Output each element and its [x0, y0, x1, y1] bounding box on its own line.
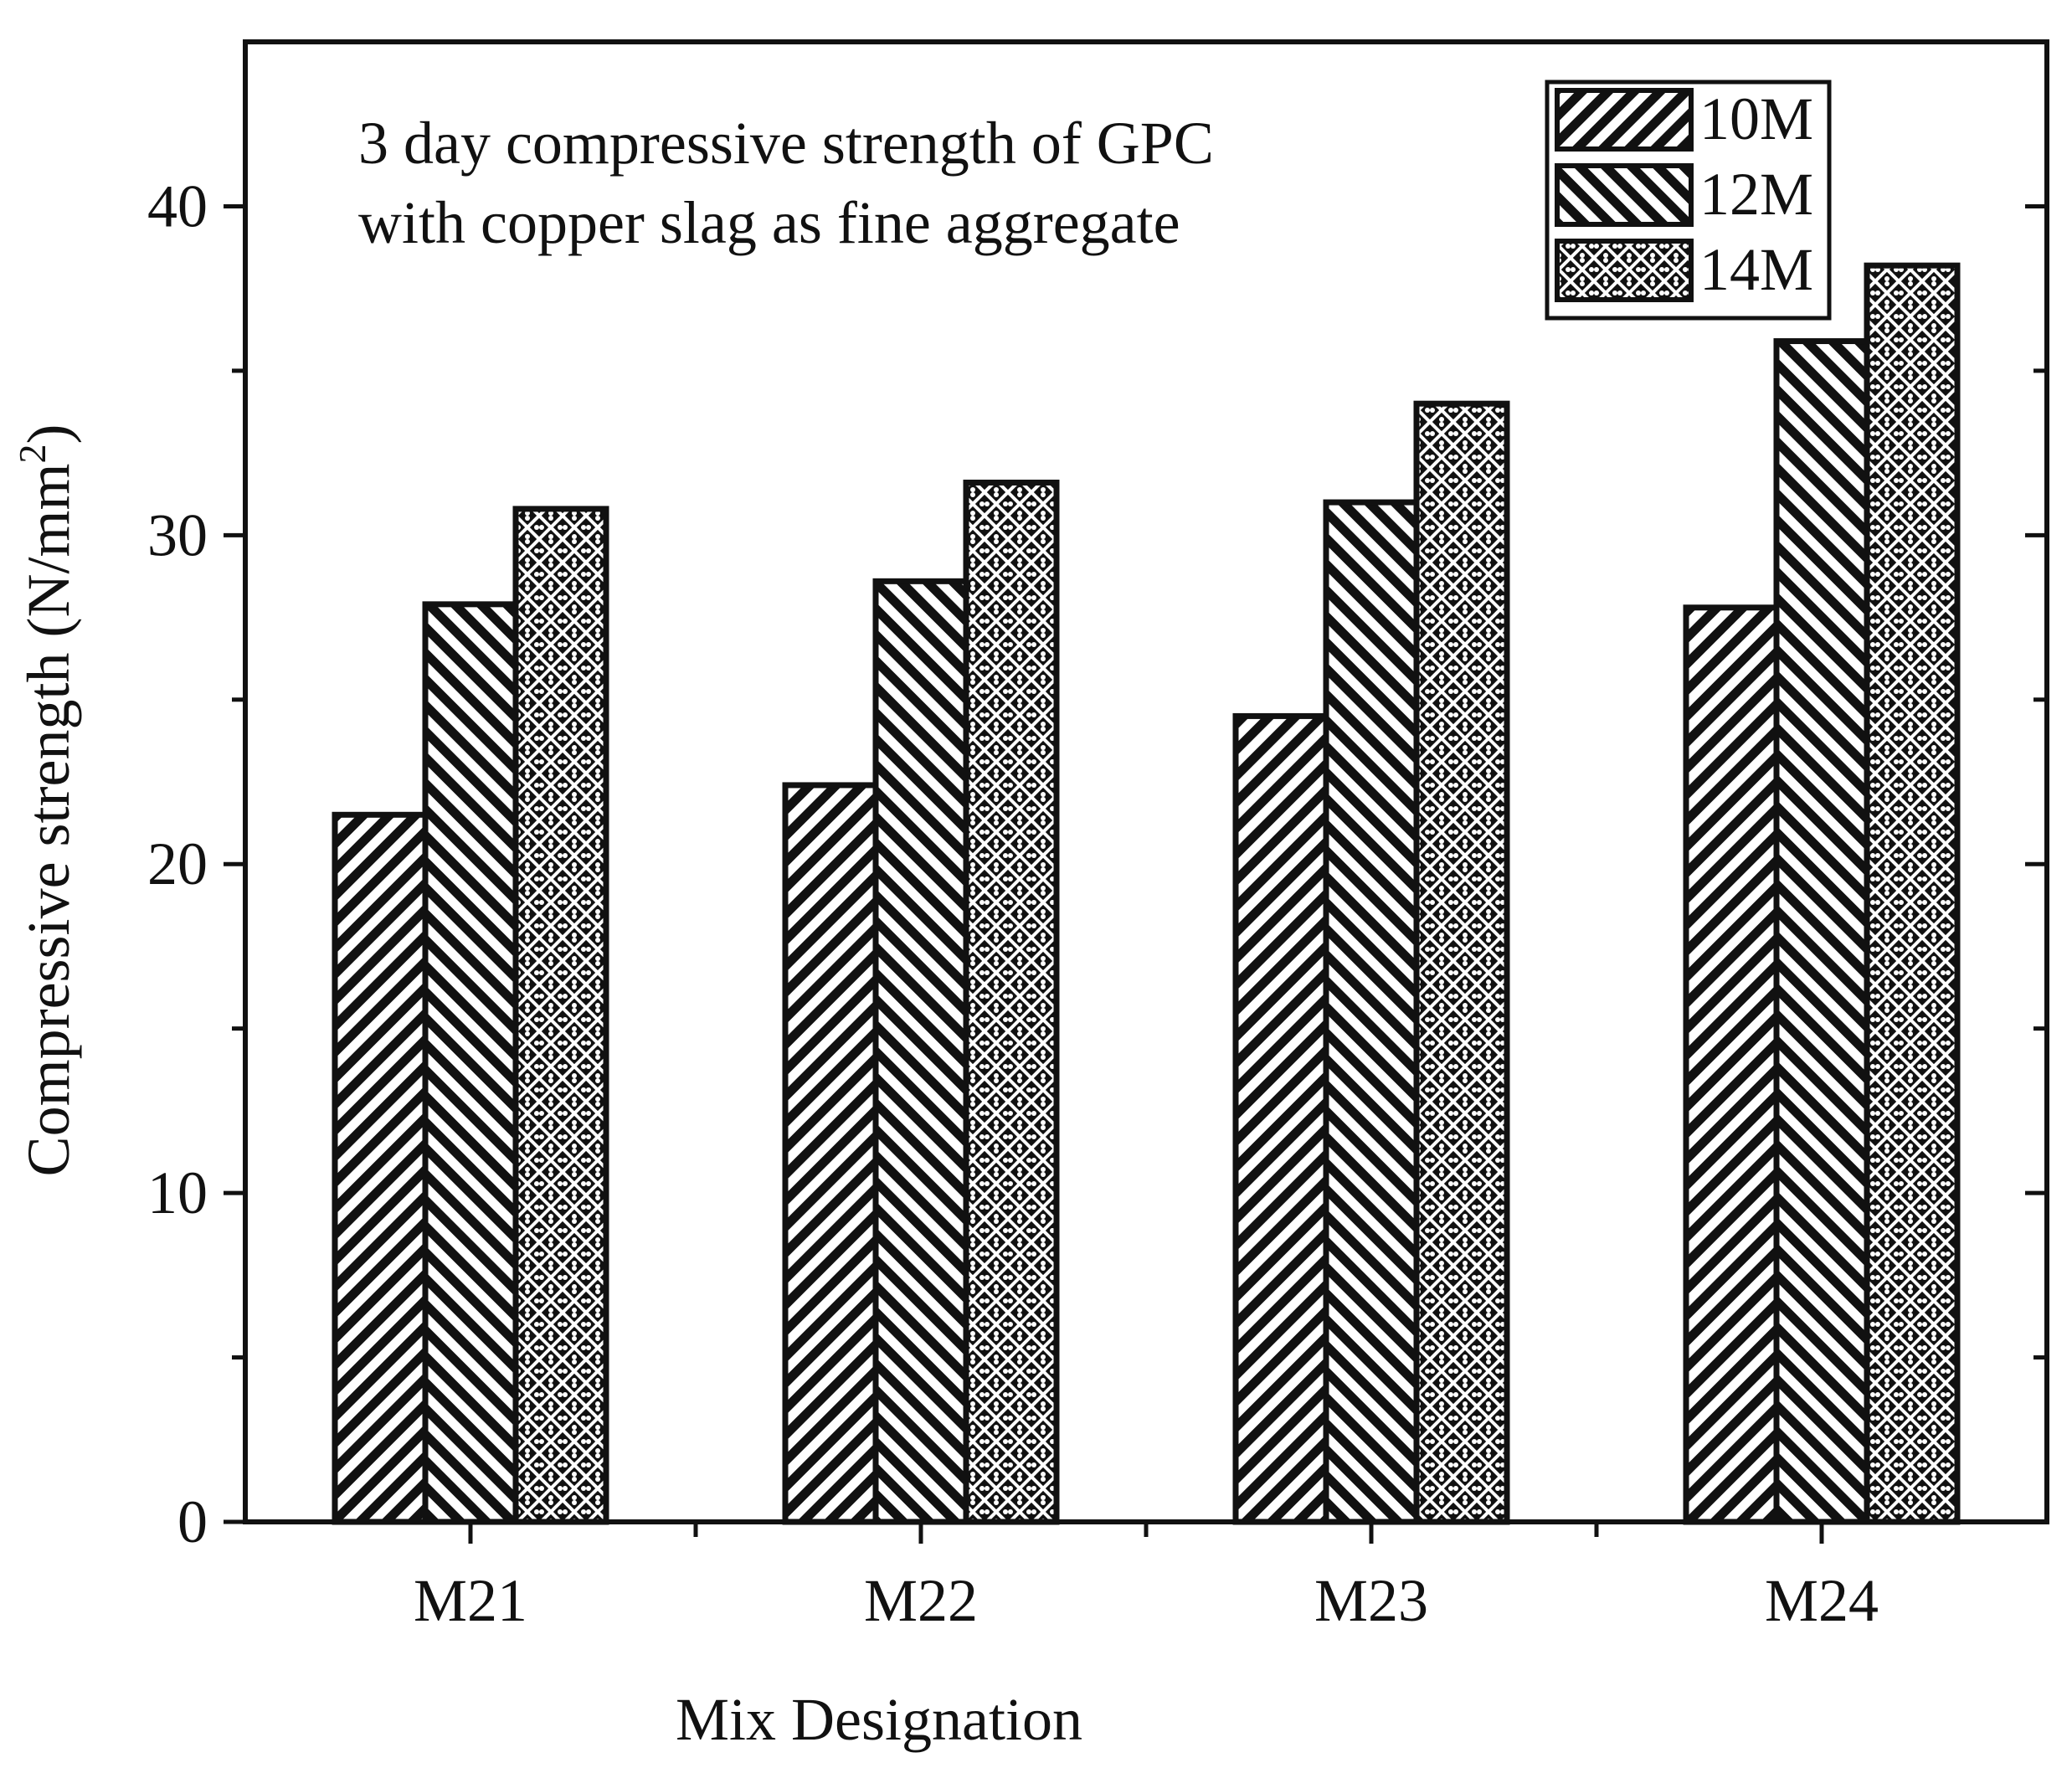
x-tick-label-M21: M21: [414, 1567, 527, 1634]
bar-12M-M23: [1323, 499, 1420, 1525]
bar-14M-M24: [1864, 262, 1961, 1525]
bar-10M-M23: [1232, 712, 1329, 1525]
annotation: 3 day compressive strength of GPC with c…: [358, 110, 1214, 256]
axes-layer: M21 M22 M23 M24 0 10 20 30 40: [147, 39, 2049, 1634]
x-tick-label-M24: M24: [1765, 1567, 1879, 1634]
bar-12M-M21: [422, 601, 519, 1525]
y-tick-label-20: 20: [147, 830, 208, 897]
y-axis-title-close: ): [15, 424, 82, 445]
annotation-line-2: with copper slag as fine aggregate: [358, 189, 1180, 256]
legend-swatch-12M: [1555, 163, 1694, 227]
legend: 10M 12M 14M: [1545, 80, 1832, 321]
bar-14M-M21: [512, 506, 609, 1525]
bar-12M-M22: [872, 578, 969, 1525]
x-axis-title: Mix Designation: [676, 1686, 1082, 1753]
legend-label-14M: 14M: [1699, 236, 1813, 303]
x-tick-label-M23: M23: [1314, 1567, 1428, 1634]
bar-10M-M22: [782, 782, 879, 1525]
legend-swatch-10M: [1555, 88, 1694, 152]
y-tick-label-40: 40: [147, 172, 208, 239]
plot-frame: [243, 39, 2049, 1524]
legend-swatch-14M: [1555, 239, 1694, 302]
bar-14M-M22: [963, 479, 1060, 1525]
bar-10M-M21: [332, 811, 429, 1525]
bar-12M-M24: [1773, 338, 1870, 1525]
y-tick-label-30: 30: [147, 501, 208, 568]
bars-layer: [332, 262, 1961, 1525]
legend-label-12M: 12M: [1699, 161, 1813, 228]
bar-10M-M24: [1683, 604, 1780, 1525]
y-axis-title-main: Compressive strength (N/mm: [15, 464, 82, 1177]
annotation-line-1: 3 day compressive strength of GPC: [358, 110, 1214, 177]
x-tick-label-M22: M22: [864, 1567, 978, 1634]
y-tick-label-0: 0: [177, 1488, 208, 1555]
y-axis-title: Compressive strength (N/mm2): [11, 424, 82, 1177]
y-tick-label-10: 10: [147, 1159, 208, 1226]
bar-14M-M23: [1413, 400, 1510, 1525]
y-axis-title-superscript: 2: [11, 445, 54, 464]
legend-label-10M: 10M: [1699, 85, 1813, 152]
